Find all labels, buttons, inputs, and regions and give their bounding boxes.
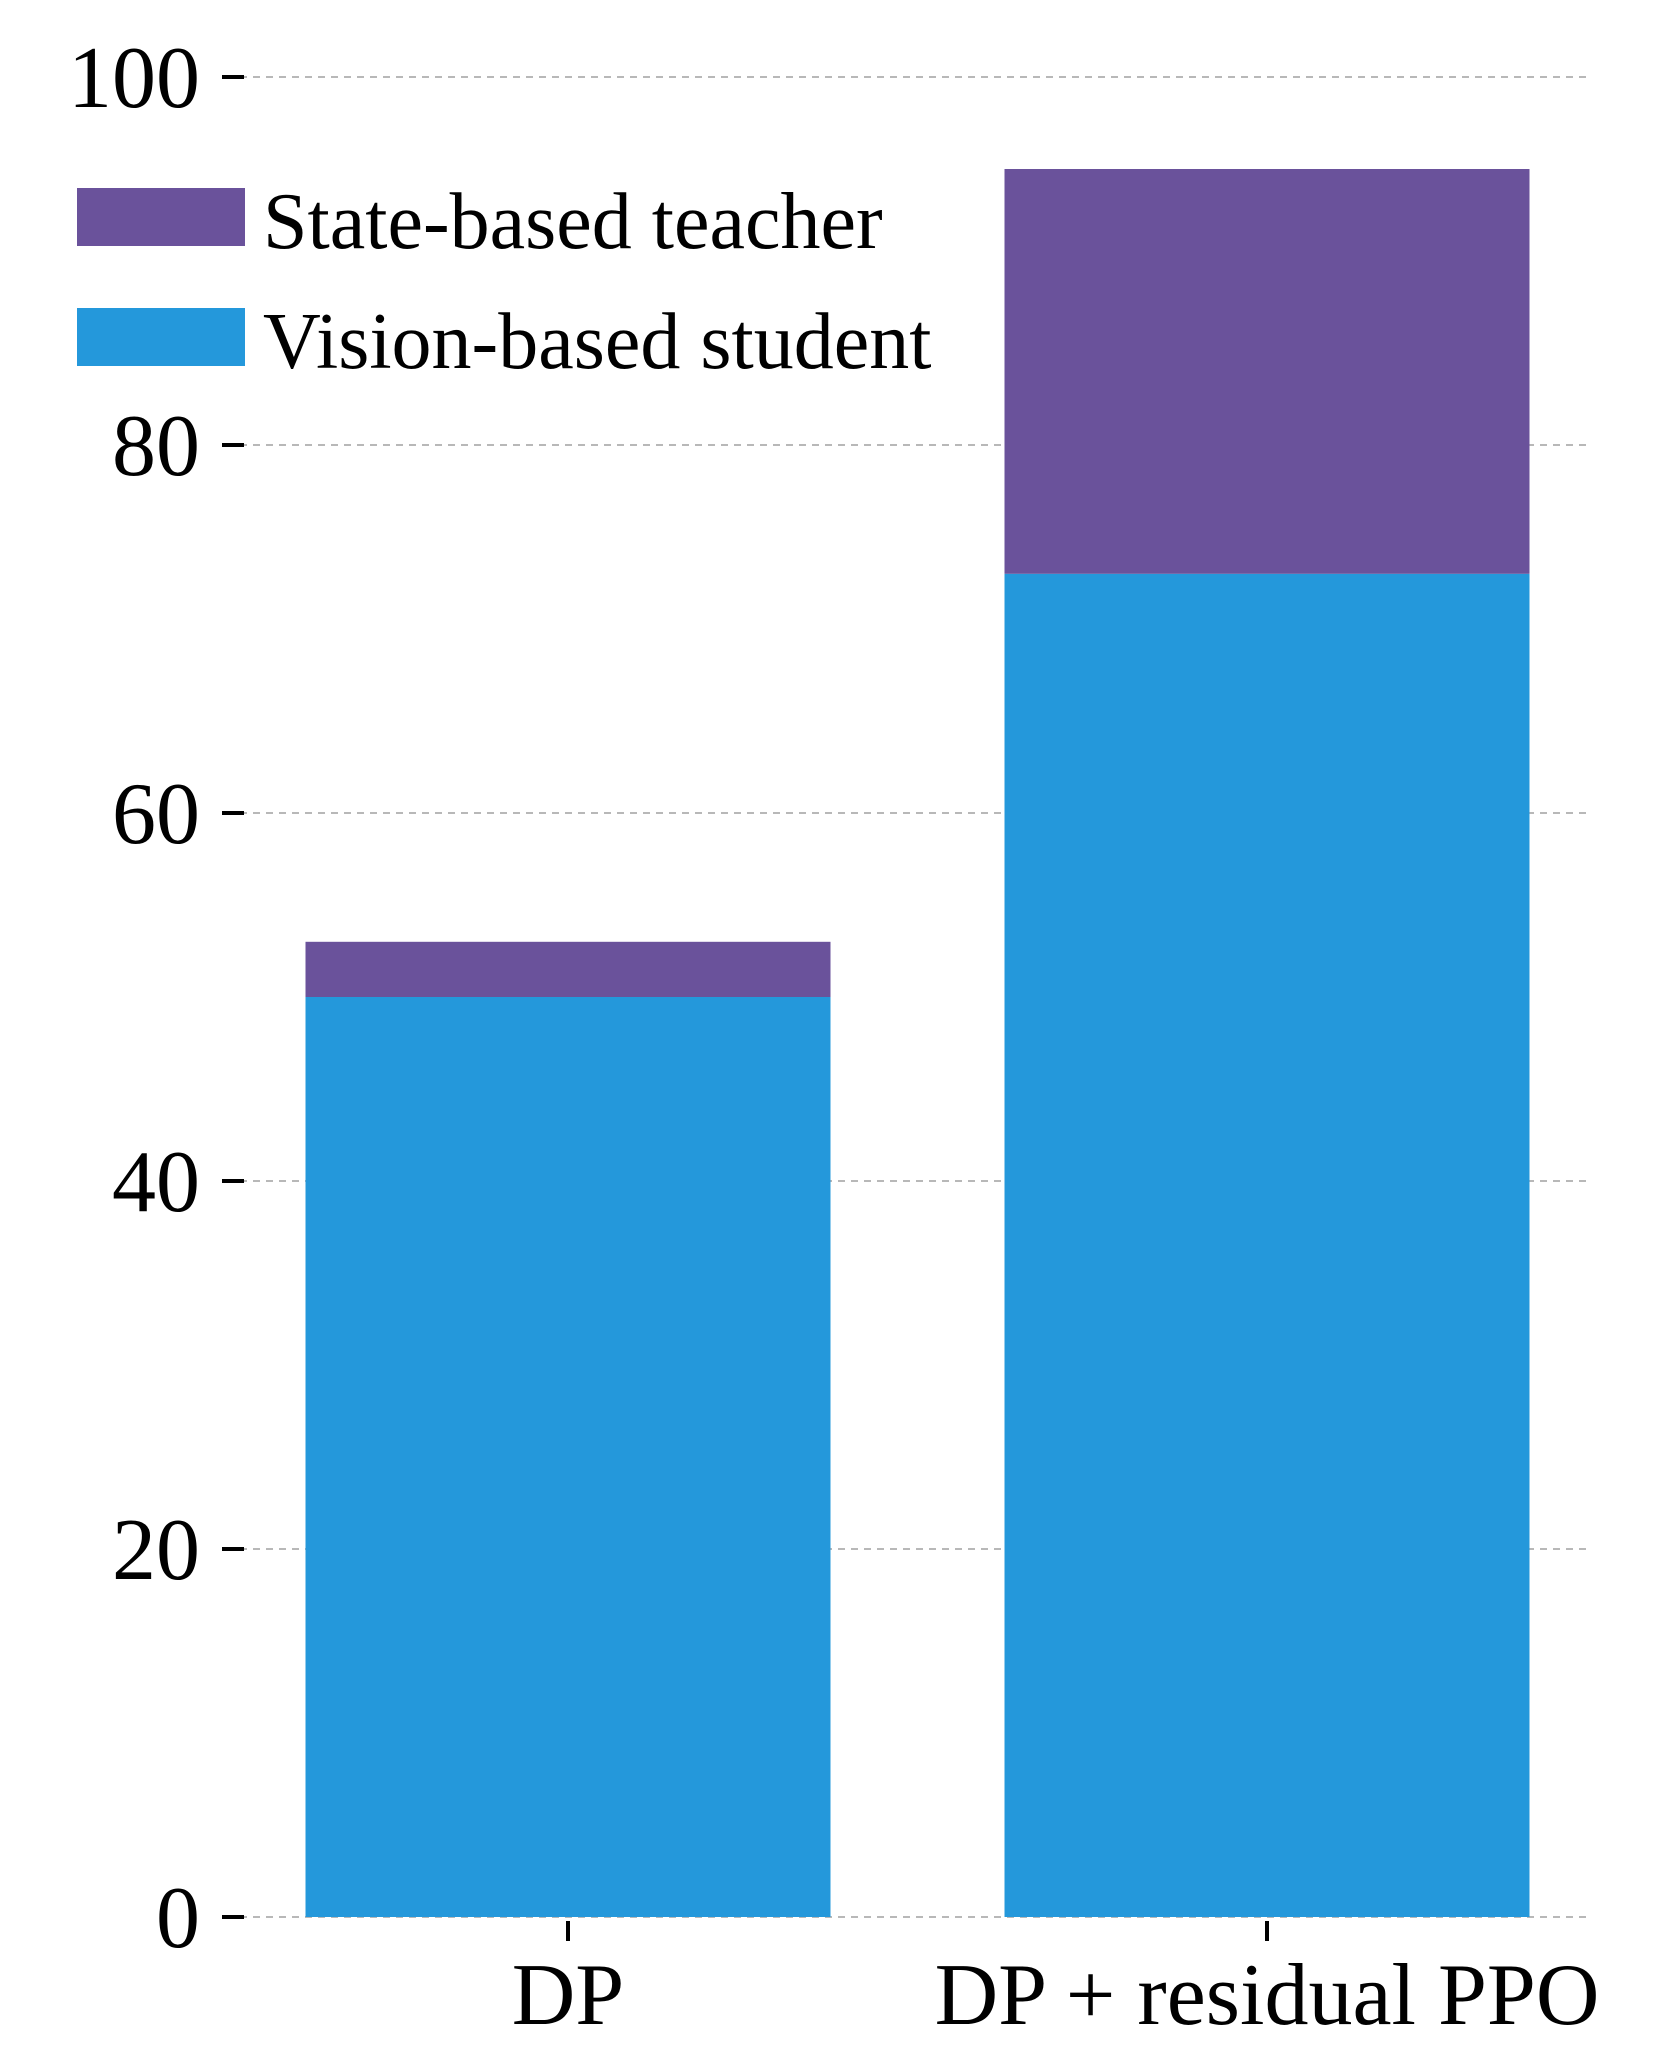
bar-dp-state-based-teacher bbox=[305, 941, 831, 997]
bars bbox=[305, 169, 1530, 1917]
y-axis: 0 20 40 60 80 100 bbox=[68, 30, 244, 1967]
y-tick-label-60: 60 bbox=[112, 766, 200, 863]
legend: State-based teacher Vision-based student bbox=[77, 178, 931, 386]
bar-dp-residual-ppo-state-based-teacher bbox=[1004, 169, 1530, 574]
bar-dp-residual-ppo-vision-based-student bbox=[1004, 573, 1530, 1917]
bar-dp-vision-based-student bbox=[305, 997, 831, 1917]
y-tick-label-80: 80 bbox=[112, 398, 200, 495]
y-tick-label-40: 40 bbox=[112, 1134, 200, 1231]
x-tick-label-0: DP bbox=[512, 1947, 625, 2044]
y-tick-label-100: 100 bbox=[68, 30, 200, 127]
legend-label-student: Vision-based student bbox=[263, 298, 931, 386]
legend-label-teacher: State-based teacher bbox=[263, 178, 883, 266]
x-axis: DP DP + residual PPO bbox=[512, 1921, 1600, 2044]
y-tick-label-0: 0 bbox=[156, 1870, 200, 1967]
x-tick-label-1: DP + residual PPO bbox=[935, 1947, 1600, 2044]
legend-swatch-student bbox=[77, 308, 245, 366]
legend-swatch-teacher bbox=[77, 188, 245, 246]
y-tick-label-20: 20 bbox=[112, 1502, 200, 1599]
